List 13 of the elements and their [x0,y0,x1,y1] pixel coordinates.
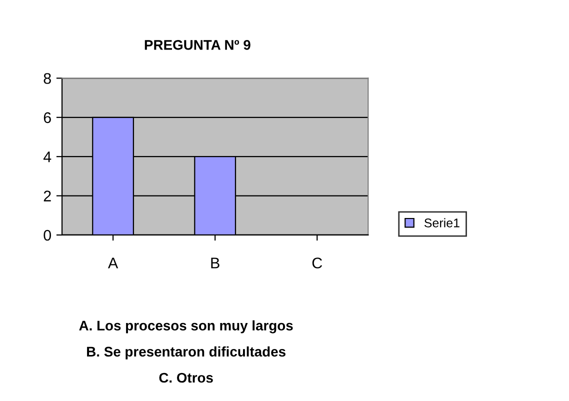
y-tick-label: 0 [44,230,52,241]
text: C. Otros [159,372,213,383]
x-tick-label: C [312,258,322,268]
y-tick-label: 8 [44,73,51,84]
chart-title: PREGUNTA Nº 9 [144,40,250,50]
text: B. Se presentaron dificultades [87,346,286,360]
legend-label: Serie1 [424,218,460,228]
y-tick-label: 2 [44,190,51,202]
x-tick-label: B [211,258,220,268]
text: A. Los procesos son muy largos [79,320,293,334]
y-tick-label: 6 [44,112,51,124]
y-tick-label: 4 [43,152,52,162]
x-tick-label: A [108,258,118,268]
